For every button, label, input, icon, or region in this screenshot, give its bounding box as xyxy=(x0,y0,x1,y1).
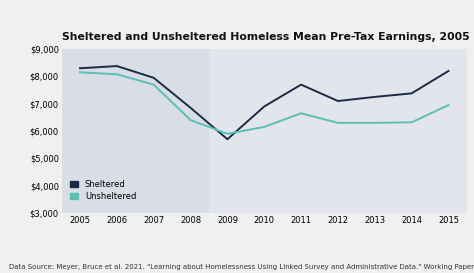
Bar xyxy=(62,49,209,213)
Legend: Sheltered, Unsheltered: Sheltered, Unsheltered xyxy=(70,180,136,201)
Text: Sheltered and Unsheltered Homeless Mean Pre-Tax Earnings, 2005 - 2015: Sheltered and Unsheltered Homeless Mean … xyxy=(62,32,474,42)
Text: Data Source: Meyer, Bruce et al. 2021. "Learning about Homelessness Using Linked: Data Source: Meyer, Bruce et al. 2021. "… xyxy=(9,264,474,270)
